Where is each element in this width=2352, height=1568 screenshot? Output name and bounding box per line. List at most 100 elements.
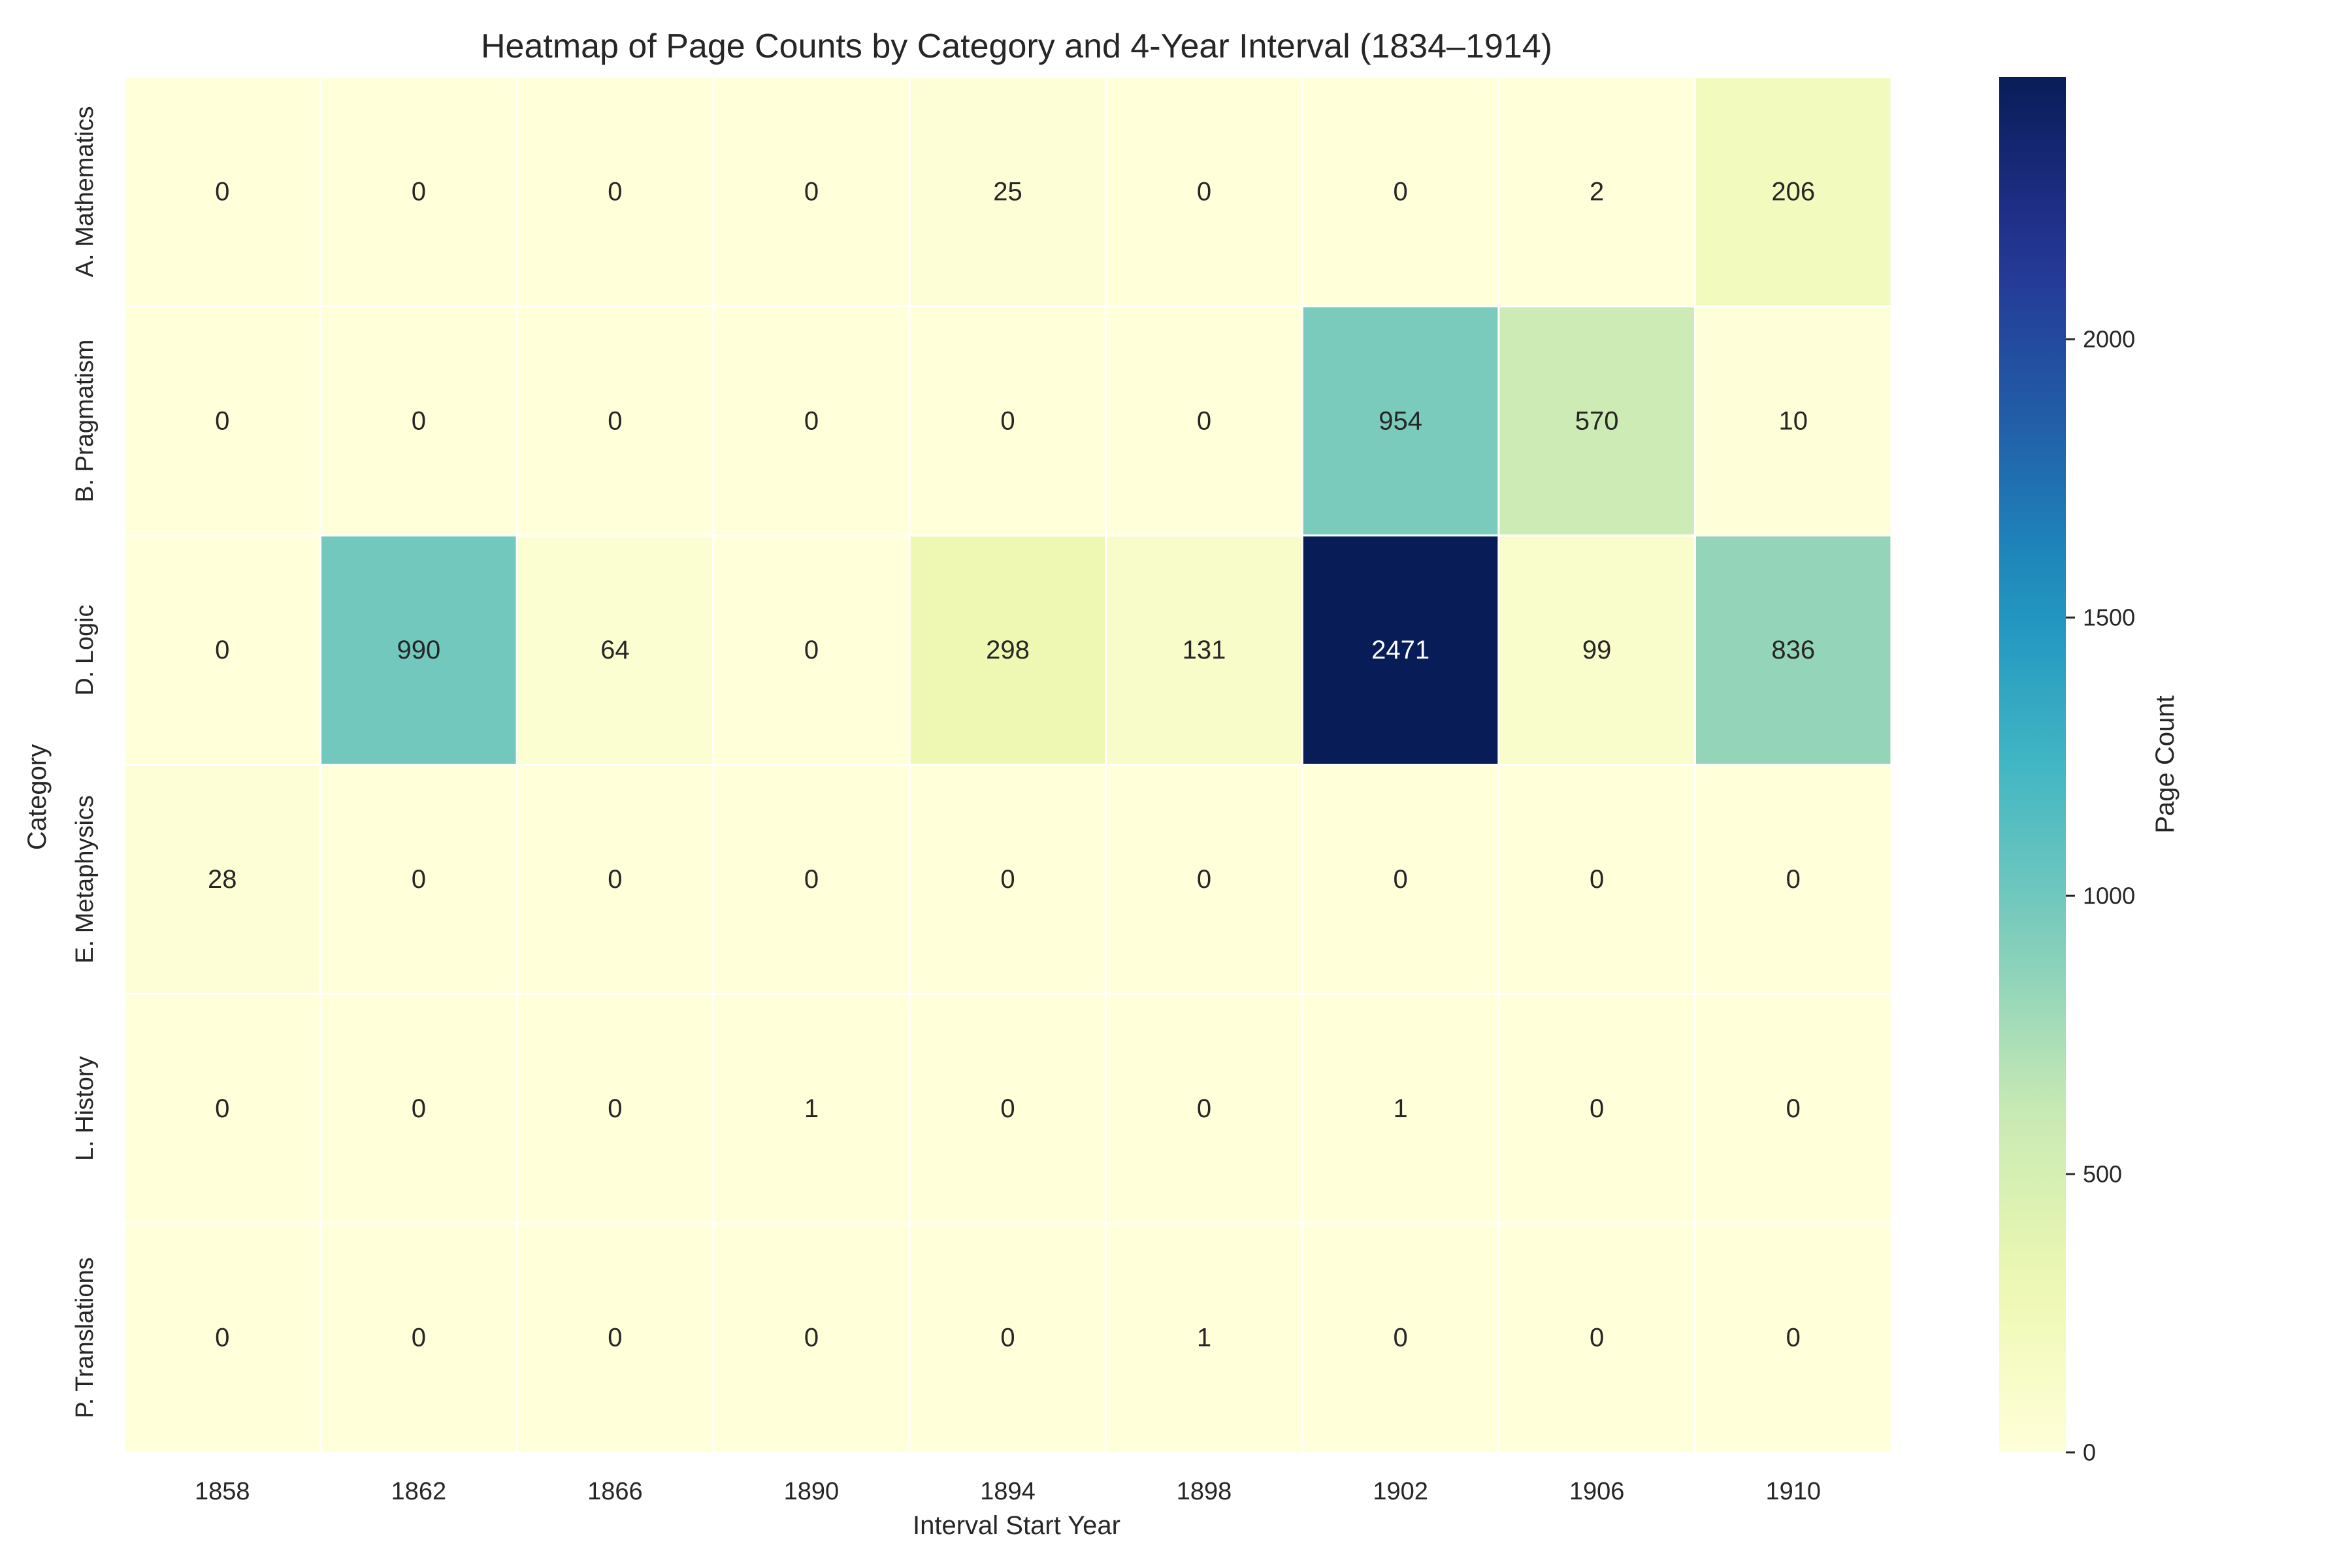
- colorbar-tick-label: 500: [2083, 1161, 2122, 1188]
- colorbar-tick-label: 2000: [2083, 326, 2135, 353]
- y-tick-label: A. Mathematics: [71, 106, 99, 277]
- cell-value-label: 0: [804, 406, 819, 435]
- x-tick-label: 1898: [1177, 1478, 1232, 1505]
- y-tick-label: E. Metaphysics: [71, 795, 99, 964]
- heatmap-cell: [1301, 305, 1500, 537]
- cell-value-label: 99: [1582, 636, 1612, 664]
- heatmap-cell: [1693, 1222, 1893, 1454]
- heatmap-cell: [515, 305, 715, 537]
- cell-value-label: 0: [1393, 1324, 1407, 1352]
- heatmap-cell: [1301, 534, 1500, 766]
- cell-value-label: 0: [215, 1324, 229, 1352]
- colorbar-label: Page Count: [2151, 695, 2180, 833]
- y-tick-labels: A. Mathematics B. Pragmatism D. Logic E. Me…: [71, 106, 99, 1418]
- heatmap-cell: [515, 534, 715, 766]
- colorbar: [1999, 77, 2066, 1452]
- heatmap-cell: [712, 76, 911, 308]
- cell-value-label: 0: [804, 177, 819, 206]
- cell-value-label: 0: [1590, 1094, 1604, 1123]
- cell-value-label: 1: [804, 1094, 819, 1123]
- heatmap-cell: [712, 1222, 911, 1454]
- heatmap-cell: [1301, 992, 1500, 1224]
- heatmap-cell: [908, 1222, 1107, 1454]
- heatmap-cell: [712, 764, 911, 995]
- chart-title: Heatmap of Page Counts by Category and 4…: [481, 27, 1552, 65]
- heatmap-cell: [1105, 76, 1303, 308]
- heatmap-cell: [908, 76, 1107, 308]
- cell-value-label: 0: [1786, 865, 1801, 894]
- cell-value-label: 0: [215, 406, 229, 435]
- cell-value-label: 1: [1393, 1094, 1407, 1123]
- cell-value-label: 0: [608, 1094, 622, 1123]
- cell-value-label: 0: [1590, 865, 1604, 894]
- heatmap-cell: [1497, 76, 1696, 308]
- colorbar-tick-label: 1500: [2083, 604, 2135, 631]
- heatmap-cell: [515, 992, 715, 1224]
- cell-value-label: 0: [215, 636, 229, 664]
- x-tick-label: 1902: [1373, 1478, 1428, 1505]
- colorbar-tick-label: 0: [2083, 1439, 2096, 1466]
- x-tick-labels: 1858 1862 1866 1890 1894 1898 1902 1906 1910: [195, 1478, 1821, 1505]
- cell-value-label: 28: [208, 865, 237, 894]
- colorbar-ticks: 0 500 1000 1500 2000: [2066, 326, 2135, 1466]
- cell-value-label: 0: [215, 177, 229, 206]
- cell-value-label: 0: [1197, 177, 1211, 206]
- heatmap-cell: [515, 76, 715, 308]
- heatmap-cell: [712, 992, 911, 1224]
- cell-value-label: 0: [804, 636, 819, 664]
- heatmap-cell: [319, 534, 518, 766]
- cell-value-label: 0: [412, 865, 426, 894]
- heatmap-cell: [319, 764, 518, 995]
- x-tick-label: 1894: [980, 1478, 1036, 1505]
- cell-value-label: 990: [397, 636, 440, 664]
- cell-value-label: 0: [1197, 1094, 1211, 1123]
- heatmap-cell: [908, 305, 1107, 537]
- cell-value-label: 10: [1778, 406, 1808, 435]
- cell-value-label: 0: [804, 865, 819, 894]
- x-tick-label: 1862: [391, 1478, 447, 1505]
- heatmap-cell: [123, 534, 322, 766]
- cell-value-label: 298: [986, 636, 1030, 664]
- heatmap-cells: [123, 76, 1893, 1454]
- cell-value-label: 206: [1771, 177, 1815, 206]
- cell-value-label: 0: [412, 1094, 426, 1123]
- x-axis-label: Interval Start Year: [913, 1511, 1120, 1540]
- cell-value-label: 0: [804, 1324, 819, 1352]
- heatmap-cell: [319, 76, 518, 308]
- x-tick-label: 1858: [195, 1478, 250, 1505]
- heatmap-cell: [1497, 305, 1696, 537]
- heatmap-cell: [123, 1222, 322, 1454]
- heatmap-cell: [1105, 305, 1303, 537]
- heatmap-cell: [123, 305, 322, 537]
- cell-value-label: 0: [1197, 865, 1211, 894]
- cell-value-label: 0: [1393, 865, 1407, 894]
- cell-value-label: 0: [1197, 406, 1211, 435]
- heatmap-cell: [123, 76, 322, 308]
- cell-value-label: 1: [1197, 1324, 1211, 1352]
- heatmap-cell: [1693, 534, 1893, 766]
- cell-value-label: 0: [412, 406, 426, 435]
- heatmap-cell: [319, 1222, 518, 1454]
- heatmap-cell: [712, 305, 911, 537]
- colorbar-tick-label: 1000: [2083, 883, 2135, 909]
- cell-value-label: 64: [600, 636, 630, 664]
- cell-value-label: 0: [412, 177, 426, 206]
- y-tick-label: L. History: [71, 1056, 99, 1161]
- cell-value-label: 0: [1393, 177, 1407, 206]
- heatmap-cell: [123, 764, 322, 995]
- heatmap-cell: [908, 534, 1107, 766]
- cell-value-label: 131: [1183, 636, 1226, 664]
- cell-value-label: 0: [1000, 1094, 1015, 1123]
- cell-value-label: 25: [993, 177, 1022, 206]
- y-tick-label: P. Translations: [71, 1257, 99, 1418]
- cell-value-label: 0: [1786, 1324, 1801, 1352]
- cell-value-label: 2: [1590, 177, 1604, 206]
- cell-value-label: 0: [1000, 406, 1015, 435]
- cell-value-label: 0: [1000, 865, 1015, 894]
- x-tick-label: 1866: [587, 1478, 643, 1505]
- heatmap-cell: [1105, 992, 1303, 1224]
- cell-value-label: 0: [608, 177, 622, 206]
- heatmap-cell: [1693, 305, 1893, 537]
